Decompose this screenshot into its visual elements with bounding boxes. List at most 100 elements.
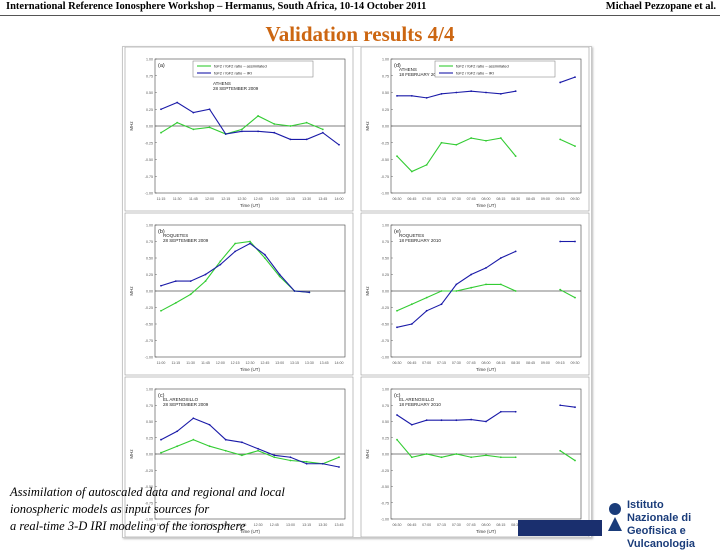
figure-panel: -1.00 -0.75 -0.50 -0.25 0.00 0.25 0.50 0.75 1.00… — [122, 46, 592, 538]
x-axis-label: Time (UT) — [240, 529, 261, 534]
data-point-assimilated — [204, 280, 207, 282]
data-point-IRI — [192, 111, 195, 114]
x-tick-label: 07:00 — [422, 197, 431, 201]
data-point-IRI — [470, 273, 473, 276]
data-point-IRI — [176, 430, 179, 433]
data-point-IRI — [410, 423, 413, 426]
y-tick-label: 0.75 — [382, 240, 389, 244]
data-point-assimilated — [249, 240, 251, 243]
data-point-IRI — [574, 240, 576, 243]
x-tick-label: 13:00 — [275, 361, 284, 365]
y-tick-label: -1.00 — [381, 518, 389, 522]
data-point-assimilated — [470, 286, 473, 289]
y-tick-label: -0.75 — [381, 175, 389, 179]
x-tick-label: 08:00 — [482, 361, 491, 365]
x-axis-label: Time (UT) — [476, 203, 497, 208]
x-tick-label: 11:30 — [186, 361, 195, 365]
data-point-IRI — [574, 406, 576, 409]
y-tick-label: -0.50 — [145, 158, 153, 162]
x-tick-label: 08:00 — [482, 197, 491, 201]
x-tick-label: 09:15 — [556, 197, 565, 201]
legend-box — [434, 60, 556, 78]
data-point-IRI — [499, 92, 502, 95]
chart-panel-6: -1.00 -0.75 -0.50 -0.25 0.00 0.25 0.50 0.75 1.00… — [360, 376, 590, 538]
data-point-assimilated — [559, 138, 562, 141]
data-point-assimilated — [514, 155, 517, 158]
chart-panel-3: -1.00 -0.75 -0.50 -0.25 0.00 0.25 0.50 0.75 1.00… — [124, 212, 354, 376]
data-point-assimilated — [574, 145, 576, 147]
data-point-IRI — [289, 456, 292, 459]
x-tick-label: 12:30 — [237, 197, 246, 201]
data-point-assimilated — [574, 459, 576, 462]
data-point-assimilated — [234, 242, 237, 245]
y-axis-label: MHz — [365, 286, 370, 296]
y-tick-label: -1.00 — [145, 518, 153, 522]
y-tick-label: -0.75 — [381, 501, 389, 505]
data-point-assimilated — [470, 456, 473, 459]
data-point-IRI — [160, 438, 162, 441]
x-tick-label: 13:00 — [270, 197, 279, 201]
x-tick-label: 12:45 — [254, 197, 263, 201]
data-point-assimilated — [410, 170, 413, 173]
series-line-assimilated — [559, 289, 576, 299]
station-label: ATHENS — [213, 81, 231, 86]
x-tick-label: 12:45 — [260, 361, 269, 365]
y-tick-label: 0.75 — [382, 74, 389, 78]
y-tick-label: 0.50 — [146, 420, 153, 424]
y-tick-label: 0.00 — [382, 453, 389, 457]
chart-panel-1: -1.00 -0.75 -0.50 -0.25 0.00 0.25 0.50 0.75 1.00… — [124, 46, 354, 212]
data-point-IRI — [559, 81, 562, 84]
logo-text: Istituto Nazionale di Geofisica e Vulcan… — [627, 499, 717, 551]
y-tick-label: 0.25 — [146, 436, 153, 440]
data-point-assimilated — [289, 125, 292, 127]
data-point-IRI — [455, 419, 458, 422]
data-point-assimilated — [257, 115, 259, 117]
x-tick-label: 08:15 — [496, 197, 505, 201]
station-label: ROQUETES — [163, 233, 188, 238]
data-point-assimilated — [559, 288, 562, 291]
y-tick-label: -0.25 — [145, 306, 153, 310]
x-tick-label: 07:15 — [437, 197, 446, 201]
data-point-assimilated — [410, 303, 413, 306]
chart-frame — [360, 212, 590, 376]
header-right-text: Michael Pezzopane et al. — [605, 1, 716, 12]
data-point-IRI — [305, 462, 308, 465]
panel-letter: (b) — [158, 229, 165, 235]
data-point-IRI — [204, 273, 207, 276]
data-point-IRI — [425, 419, 428, 422]
y-tick-label: 0.25 — [146, 108, 153, 112]
x-tick-label: 08:00 — [482, 523, 491, 527]
x-tick-label: 11:30 — [173, 197, 182, 201]
x-tick-label: 07:45 — [467, 197, 476, 201]
x-axis-label: Time (UT) — [476, 529, 497, 534]
x-tick-label: 12:00 — [205, 197, 214, 201]
header-rule — [0, 15, 720, 16]
x-tick-label: 13:00 — [286, 523, 295, 527]
data-point-IRI — [308, 291, 311, 294]
logo-line-1: Istituto Nazionale di — [627, 499, 692, 524]
data-point-assimilated — [396, 438, 398, 441]
data-point-assimilated — [514, 290, 517, 292]
y-tick-label: 0.25 — [382, 108, 389, 112]
data-point-assimilated — [208, 445, 211, 448]
data-point-assimilated — [425, 163, 428, 166]
data-point-IRI — [208, 423, 211, 426]
data-point-IRI — [440, 303, 443, 306]
y-tick-label: -0.75 — [381, 339, 389, 343]
data-point-IRI — [455, 91, 458, 94]
data-point-IRI — [176, 101, 179, 104]
series-line-assimilated — [559, 138, 576, 147]
x-tick-label: 07:00 — [422, 523, 431, 527]
x-tick-label: 13:15 — [290, 361, 299, 365]
header-left-text: International Reference Ionosphere Works… — [6, 1, 427, 12]
legend-label: foF2 / foF2 ratio – assimilated — [456, 64, 509, 69]
y-tick-label: -0.75 — [145, 175, 153, 179]
data-point-IRI — [338, 143, 340, 146]
x-tick-label: 13:15 — [302, 523, 311, 527]
y-tick-label: -0.25 — [145, 469, 153, 473]
data-point-assimilated — [338, 456, 340, 459]
data-point-assimilated — [470, 137, 473, 139]
data-point-assimilated — [485, 283, 487, 286]
data-point-IRI — [321, 462, 324, 465]
x-tick-label: 13:30 — [318, 523, 327, 527]
